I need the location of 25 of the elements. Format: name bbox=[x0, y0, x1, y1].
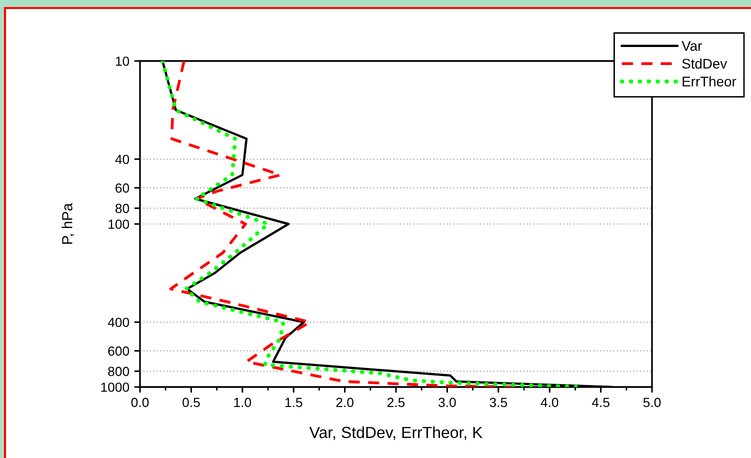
x-tick-label: 4.5 bbox=[592, 398, 610, 408]
y-tick-label: 400 bbox=[108, 318, 130, 328]
legend-label: ErrTheor bbox=[682, 76, 736, 86]
y-axis-title: P, hPa bbox=[62, 203, 74, 244]
y-tick-label: 1000 bbox=[101, 382, 130, 392]
x-tick-label: 4.0 bbox=[540, 398, 558, 408]
x-axis-title: Var, StdDev, ErrTheor, K bbox=[309, 426, 483, 440]
y-tick-label: 80 bbox=[115, 204, 130, 214]
x-tick-label: 0.5 bbox=[182, 398, 200, 408]
y-tick-label: 10 bbox=[116, 56, 130, 66]
x-tick-label: 3.0 bbox=[438, 398, 456, 408]
x-tick-label: 1.5 bbox=[285, 398, 302, 408]
x-tick-label: 1.0 bbox=[234, 398, 252, 408]
x-tick-label: 5.0 bbox=[643, 398, 661, 408]
y-tick-label: 40 bbox=[115, 154, 130, 164]
x-tick-label: 2.5 bbox=[387, 398, 405, 408]
y-tick-label: 800 bbox=[108, 366, 130, 376]
y-tick-label: 60 bbox=[116, 183, 130, 193]
x-tick-label: 2.0 bbox=[336, 398, 354, 408]
x-tick-label: 0.0 bbox=[131, 398, 149, 408]
y-tick-label: 100 bbox=[108, 220, 130, 229]
y-tick-label: 600 bbox=[108, 346, 130, 356]
x-tick-label: 3.5 bbox=[490, 398, 508, 408]
legend-label: Var bbox=[682, 41, 702, 51]
legend-label: StdDev bbox=[682, 58, 728, 69]
